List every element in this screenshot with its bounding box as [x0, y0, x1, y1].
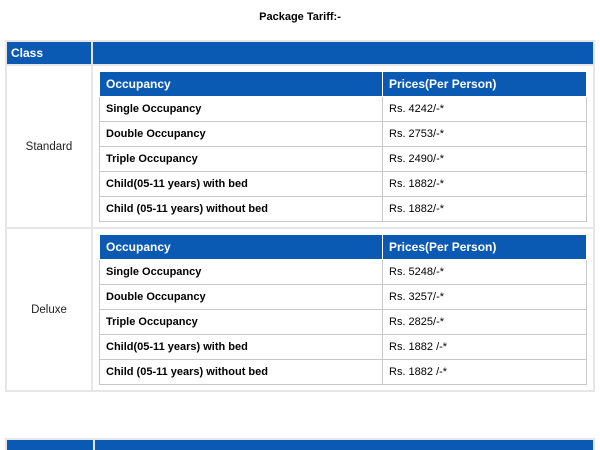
table-row: Child(05-11 years) with bed Rs. 1882 /-*	[99, 334, 587, 360]
occupancy-header: Occupancy	[99, 234, 383, 260]
table-row: Triple Occupancy Rs. 2490/-*	[99, 146, 587, 172]
price-cell: Rs. 3257/-*	[382, 284, 587, 310]
class-name: Deluxe	[7, 229, 91, 390]
price-cell: Rs. 1882/-*	[382, 171, 587, 197]
table-row: Single Occupancy Rs. 4242/-*	[99, 96, 587, 122]
occupancy-header: Occupancy	[99, 71, 383, 97]
occupancy-cell: Single Occupancy	[99, 96, 383, 122]
occupancy-cell: Triple Occupancy	[99, 146, 383, 172]
table-row: Double Occupancy Rs. 3257/-*	[99, 284, 587, 310]
class-header-blank	[93, 42, 593, 64]
price-table-header: Occupancy Prices(Per Person)	[99, 234, 587, 260]
price-cell: Rs. 1882/-*	[382, 196, 587, 222]
occupancy-cell: Child (05-11 years) without bed	[99, 196, 383, 222]
price-cell: Rs. 1882 /-*	[382, 334, 587, 360]
class-row-deluxe: Deluxe Occupancy Prices(Per Person) Sing…	[7, 229, 593, 390]
occupancy-cell: Triple Occupancy	[99, 309, 383, 335]
table-row: Triple Occupancy Rs. 2825/-*	[99, 309, 587, 335]
table-row: Child(05-11 years) with bed Rs. 1882/-*	[99, 171, 587, 197]
class-prices-cell: Occupancy Prices(Per Person) Single Occu…	[93, 66, 593, 227]
class-prices-cell: Occupancy Prices(Per Person) Single Occu…	[93, 229, 593, 390]
tariff-table: Class Standard Occupancy Prices(Per Pers…	[5, 40, 595, 392]
table-row: Child (05-11 years) without bed Rs. 1882…	[99, 196, 587, 222]
page-title: Package Tariff:-	[259, 11, 341, 23]
next-table-header-cell	[95, 440, 593, 450]
occupancy-cell: Child (05-11 years) without bed	[99, 359, 383, 385]
price-table-header: Occupancy Prices(Per Person)	[99, 71, 587, 97]
table-row: Double Occupancy Rs. 2753/-*	[99, 121, 587, 147]
price-cell: Rs. 1882 /-*	[382, 359, 587, 385]
price-cell: Rs. 2490/-*	[382, 146, 587, 172]
class-name: Standard	[7, 66, 91, 227]
table-row: Child (05-11 years) without bed Rs. 1882…	[99, 359, 587, 385]
prices-header: Prices(Per Person)	[382, 234, 587, 260]
class-row-standard: Standard Occupancy Prices(Per Person) Si…	[7, 66, 593, 227]
price-table: Occupancy Prices(Per Person) Single Occu…	[99, 71, 587, 222]
occupancy-cell: Child(05-11 years) with bed	[99, 171, 383, 197]
occupancy-cell: Child(05-11 years) with bed	[99, 334, 383, 360]
price-table: Occupancy Prices(Per Person) Single Occu…	[99, 234, 587, 385]
prices-header: Prices(Per Person)	[382, 71, 587, 97]
table-row: Single Occupancy Rs. 5248/-*	[99, 259, 587, 285]
price-cell: Rs. 4242/-*	[382, 96, 587, 122]
occupancy-cell: Double Occupancy	[99, 121, 383, 147]
tariff-header-row: Class	[7, 42, 593, 64]
occupancy-cell: Single Occupancy	[99, 259, 383, 285]
class-header: Class	[7, 42, 91, 64]
occupancy-cell: Double Occupancy	[99, 284, 383, 310]
next-table-header-cell	[7, 440, 93, 450]
price-cell: Rs. 2825/-*	[382, 309, 587, 335]
next-table-header	[5, 438, 595, 450]
price-cell: Rs. 5248/-*	[382, 259, 587, 285]
price-cell: Rs. 2753/-*	[382, 121, 587, 147]
